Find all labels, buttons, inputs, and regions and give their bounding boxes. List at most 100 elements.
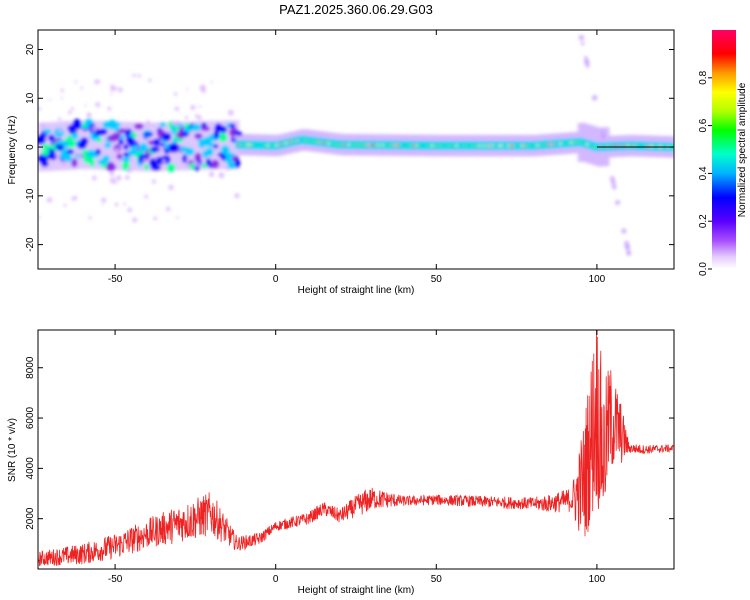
x-tick-label: 100 bbox=[589, 574, 606, 585]
spectral-outlier bbox=[123, 202, 126, 206]
spectral-outlier bbox=[126, 167, 133, 173]
spectral-outlier bbox=[95, 102, 101, 108]
spectral-cell bbox=[184, 147, 195, 156]
spectral-outlier bbox=[114, 180, 118, 184]
spectral-outlier bbox=[159, 140, 163, 144]
spectral-halo bbox=[84, 120, 90, 170]
spectral-outlier bbox=[107, 106, 112, 111]
spectral-cell bbox=[220, 145, 230, 155]
y-tick-label: 0 bbox=[25, 144, 36, 150]
spectral-cell bbox=[200, 126, 210, 131]
spectral-cell bbox=[162, 132, 172, 142]
spectral-cell bbox=[65, 154, 73, 163]
spectral-cell bbox=[104, 142, 112, 149]
spectral-cell bbox=[182, 154, 188, 163]
spectral-outlier bbox=[86, 112, 92, 118]
spectral-halo bbox=[180, 121, 186, 171]
spectral-outlier bbox=[199, 84, 206, 91]
y-tick-label: 20 bbox=[25, 44, 36, 56]
spectral-cell bbox=[213, 144, 219, 149]
spectral-outlier bbox=[63, 203, 67, 207]
spectral-outlier bbox=[153, 216, 158, 221]
spectral-outlier bbox=[210, 80, 213, 84]
spectral-halo bbox=[118, 121, 124, 171]
y-tick-label: 4000 bbox=[25, 457, 36, 480]
spectral-cell bbox=[72, 118, 82, 129]
colorbar-label: Normalized spectral amplitude bbox=[737, 82, 748, 217]
snr-x-label: Height of straight line (km) bbox=[298, 585, 415, 596]
spectral-cell bbox=[166, 163, 176, 173]
spectral-outlier bbox=[58, 117, 62, 121]
spectral-cell bbox=[168, 143, 180, 153]
spectral-outlier bbox=[61, 160, 67, 166]
spectral-cell bbox=[47, 152, 58, 160]
spectral-halo bbox=[184, 121, 190, 171]
spectral-outlier bbox=[196, 115, 202, 121]
spectrogram-panel: -50 0 50 100 -20 -10 0 10 20 Height of straight… bbox=[7, 29, 675, 296]
spectral-cell bbox=[105, 163, 116, 172]
spectral-outlier bbox=[600, 129, 604, 134]
spectral-halo bbox=[149, 122, 155, 172]
spectral-outlier bbox=[165, 206, 171, 212]
spectral-halo bbox=[196, 121, 202, 170]
spectral-outlier bbox=[54, 153, 58, 157]
spectral-outlier bbox=[591, 94, 598, 101]
spectral-outlier bbox=[151, 179, 157, 184]
spectral-halo bbox=[145, 122, 151, 172]
spectral-halo bbox=[126, 121, 132, 171]
spectral-halo bbox=[88, 120, 94, 170]
spectral-outlier bbox=[132, 217, 138, 223]
spectral-outlier bbox=[168, 184, 174, 191]
spectral-cell bbox=[119, 134, 126, 140]
spectral-cell bbox=[159, 122, 166, 128]
spectral-outlier bbox=[194, 161, 201, 168]
spectral-cell bbox=[229, 123, 236, 128]
spectral-cell bbox=[208, 142, 215, 147]
spectral-cell bbox=[211, 159, 220, 169]
snr-panel: -50 0 50 100 2000 4000 6000 8000 Height of str… bbox=[7, 329, 675, 596]
spectral-outlier bbox=[127, 207, 133, 213]
spectral-outlier bbox=[186, 88, 189, 91]
spectral-cell bbox=[138, 143, 149, 153]
spectral-outlier bbox=[84, 104, 87, 107]
spectral-outlier bbox=[185, 157, 190, 161]
spectral-cell bbox=[213, 130, 220, 140]
spectral-outlier bbox=[173, 92, 178, 96]
spectral-cell bbox=[152, 138, 161, 147]
y-tick-label: 8000 bbox=[25, 356, 36, 379]
colorbar-tick-label: 0.6 bbox=[698, 118, 709, 132]
y-tick-label: -20 bbox=[25, 237, 36, 252]
y-tick-label: -10 bbox=[25, 188, 36, 203]
spectral-outlier bbox=[72, 195, 78, 201]
spectral-outlier bbox=[71, 198, 74, 201]
snr-y-label: SNR (10 * v/v) bbox=[7, 418, 18, 482]
spectral-outlier bbox=[40, 122, 46, 129]
spectral-outlier bbox=[109, 171, 115, 177]
spectral-outlier bbox=[146, 120, 151, 125]
x-tick-label: 0 bbox=[273, 574, 279, 585]
colorbar-ticks: 0.0 0.2 0.4 0.6 0.8 bbox=[698, 70, 712, 276]
spectral-outlier bbox=[110, 92, 113, 96]
spectral-outlier bbox=[600, 133, 606, 140]
spectral-outlier bbox=[80, 86, 84, 90]
spectral-halo bbox=[157, 122, 163, 172]
spectral-outlier bbox=[225, 167, 230, 171]
spectral-outlier bbox=[38, 216, 41, 220]
spectral-outlier bbox=[611, 184, 617, 190]
y-tick-label: 2000 bbox=[25, 507, 36, 530]
spectral-blobs bbox=[38, 34, 674, 256]
spectral-outlier bbox=[101, 203, 104, 206]
spectral-halo bbox=[223, 120, 229, 170]
spectral-outlier bbox=[198, 105, 202, 108]
spectral-halo bbox=[226, 120, 232, 170]
spectrogram-y-label: Frequency (Hz) bbox=[7, 116, 18, 185]
spectral-outlier bbox=[227, 109, 234, 116]
spectral-halo bbox=[215, 120, 221, 170]
spectral-outlier bbox=[615, 199, 621, 206]
spectral-cell bbox=[121, 156, 131, 163]
spectral-cell bbox=[71, 158, 78, 168]
spectral-outlier bbox=[584, 56, 588, 60]
spectral-cell bbox=[198, 142, 205, 149]
spectral-outlier bbox=[111, 155, 115, 159]
spectral-cell bbox=[95, 148, 101, 155]
